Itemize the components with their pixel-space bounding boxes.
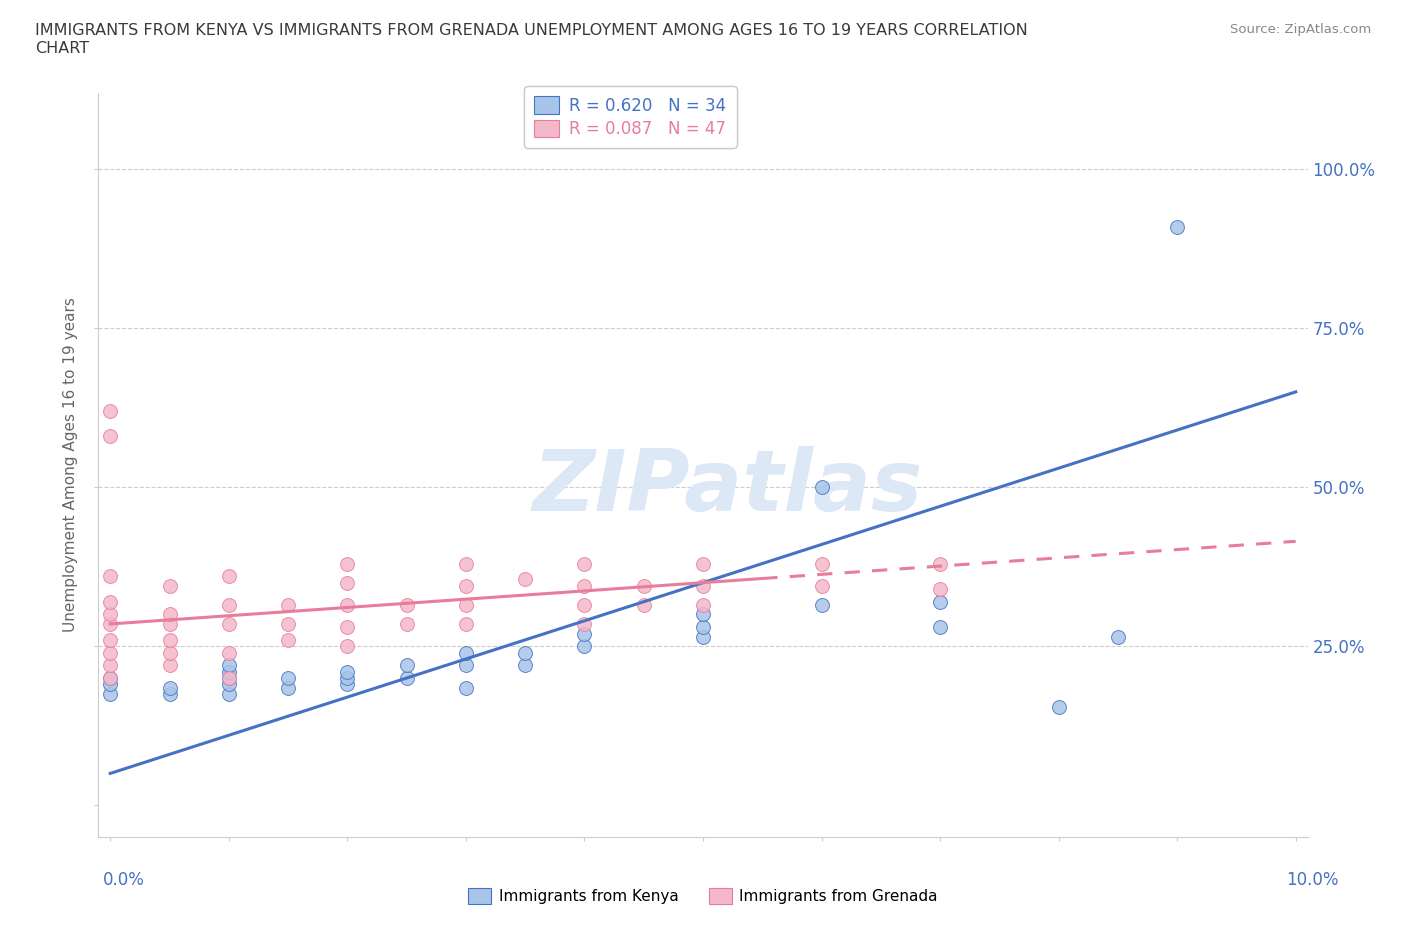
- Point: [98, 686, 121, 701]
- Point: [395, 597, 418, 612]
- Point: [218, 671, 240, 685]
- Point: [159, 632, 181, 647]
- Point: [159, 617, 181, 631]
- Point: [515, 658, 537, 672]
- Point: [159, 680, 181, 695]
- Point: [218, 671, 240, 685]
- Point: [1166, 219, 1188, 234]
- Point: [336, 556, 359, 571]
- Point: [218, 658, 240, 672]
- Point: [454, 578, 477, 593]
- Point: [395, 617, 418, 631]
- Point: [574, 626, 596, 641]
- Text: 0.0%: 0.0%: [103, 871, 145, 889]
- Point: [218, 686, 240, 701]
- Point: [98, 429, 121, 444]
- Point: [692, 597, 714, 612]
- Point: [218, 597, 240, 612]
- Point: [336, 639, 359, 654]
- Point: [336, 664, 359, 679]
- Point: [929, 556, 952, 571]
- Point: [692, 556, 714, 571]
- Point: [277, 617, 299, 631]
- Point: [929, 619, 952, 634]
- Point: [98, 671, 121, 685]
- Point: [159, 645, 181, 660]
- Point: [454, 645, 477, 660]
- Point: [454, 680, 477, 695]
- Point: [159, 658, 181, 672]
- Point: [336, 671, 359, 685]
- Point: [98, 671, 121, 685]
- Point: [395, 671, 418, 685]
- Point: [98, 617, 121, 631]
- Point: [336, 677, 359, 692]
- Legend: R = 0.620   N = 34, R = 0.087   N = 47: R = 0.620 N = 34, R = 0.087 N = 47: [524, 86, 737, 148]
- Point: [218, 569, 240, 584]
- Text: 10.0%: 10.0%: [1286, 871, 1339, 889]
- Text: IMMIGRANTS FROM KENYA VS IMMIGRANTS FROM GRENADA UNEMPLOYMENT AMONG AGES 16 TO 1: IMMIGRANTS FROM KENYA VS IMMIGRANTS FROM…: [35, 23, 1028, 56]
- Point: [633, 597, 655, 612]
- Point: [574, 578, 596, 593]
- Point: [692, 630, 714, 644]
- Point: [98, 594, 121, 609]
- Point: [454, 556, 477, 571]
- Point: [515, 572, 537, 587]
- Point: [277, 680, 299, 695]
- Point: [574, 617, 596, 631]
- Point: [159, 686, 181, 701]
- Point: [1047, 699, 1070, 714]
- Point: [810, 556, 832, 571]
- Point: [277, 632, 299, 647]
- Point: [454, 658, 477, 672]
- Point: [574, 639, 596, 654]
- Point: [810, 578, 832, 593]
- Point: [98, 404, 121, 418]
- Point: [98, 632, 121, 647]
- Point: [98, 569, 121, 584]
- Point: [98, 677, 121, 692]
- Point: [336, 619, 359, 634]
- Text: Source: ZipAtlas.com: Source: ZipAtlas.com: [1230, 23, 1371, 36]
- Point: [218, 617, 240, 631]
- Point: [810, 480, 832, 495]
- Point: [929, 581, 952, 596]
- Point: [574, 597, 596, 612]
- Point: [98, 645, 121, 660]
- Point: [395, 658, 418, 672]
- Point: [633, 578, 655, 593]
- Point: [692, 578, 714, 593]
- Point: [218, 677, 240, 692]
- Point: [336, 597, 359, 612]
- Point: [336, 575, 359, 590]
- Text: ZIPatlas: ZIPatlas: [531, 445, 922, 529]
- Point: [1107, 630, 1129, 644]
- Legend: Immigrants from Kenya, Immigrants from Grenada: Immigrants from Kenya, Immigrants from G…: [458, 879, 948, 913]
- Y-axis label: Unemployment Among Ages 16 to 19 years: Unemployment Among Ages 16 to 19 years: [63, 298, 79, 632]
- Point: [218, 664, 240, 679]
- Point: [692, 619, 714, 634]
- Point: [574, 556, 596, 571]
- Point: [454, 597, 477, 612]
- Point: [159, 607, 181, 622]
- Point: [98, 658, 121, 672]
- Point: [98, 607, 121, 622]
- Point: [515, 645, 537, 660]
- Point: [454, 617, 477, 631]
- Point: [159, 578, 181, 593]
- Point: [929, 594, 952, 609]
- Point: [810, 597, 832, 612]
- Point: [692, 607, 714, 622]
- Point: [277, 671, 299, 685]
- Point: [277, 597, 299, 612]
- Point: [218, 645, 240, 660]
